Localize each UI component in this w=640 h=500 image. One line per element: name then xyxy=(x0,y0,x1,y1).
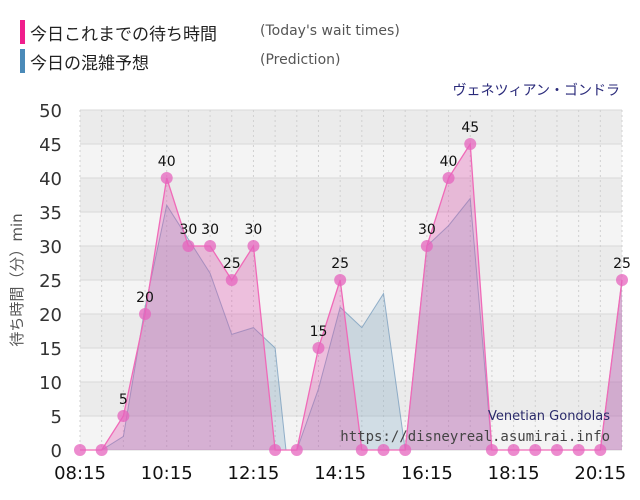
y-tick-label: 10 xyxy=(39,373,62,394)
data-label: 15 xyxy=(310,324,328,340)
chart-bands xyxy=(80,110,622,450)
y-tick-label: 30 xyxy=(39,237,62,258)
x-tick-label: 18:15 xyxy=(488,463,540,484)
band-9 xyxy=(80,110,622,144)
today-point xyxy=(594,444,607,456)
data-label: 30 xyxy=(179,222,197,238)
today-point xyxy=(420,240,433,252)
x-tick-label: 16:15 xyxy=(401,463,453,484)
y-tick-label: 15 xyxy=(39,339,62,360)
today-point xyxy=(247,240,260,252)
y-axis-title: 待ち時間（分）min xyxy=(8,213,26,346)
data-label: 25 xyxy=(613,256,631,272)
band-1 xyxy=(80,382,622,416)
today-point xyxy=(334,274,347,286)
watermark-name: Venetian Gondolas xyxy=(488,409,610,424)
band-0 xyxy=(80,416,622,450)
legend-prediction: 今日の混雑予想 (Prediction) xyxy=(20,49,340,74)
today-point xyxy=(572,444,585,456)
today-point xyxy=(182,240,195,252)
data-label: 20 xyxy=(136,290,154,306)
band-4 xyxy=(80,280,622,314)
today-point xyxy=(377,444,390,456)
today-point xyxy=(616,274,628,286)
legend-today-sub: (Today's wait times) xyxy=(260,23,400,39)
data-label: 5 xyxy=(119,392,128,408)
chart-grid xyxy=(79,109,623,451)
x-tick-label: 12:15 xyxy=(228,463,280,484)
band-6 xyxy=(80,212,622,246)
today-point xyxy=(290,444,303,456)
y-tick-label: 5 xyxy=(51,407,62,428)
today-point xyxy=(485,444,498,456)
data-label: 30 xyxy=(201,222,219,238)
today-point xyxy=(95,444,108,456)
x-tick-label: 08:15 xyxy=(54,463,106,484)
today-point xyxy=(160,172,173,184)
data-label: 45 xyxy=(461,120,479,136)
legend-prediction-swatch xyxy=(20,49,25,73)
today-point xyxy=(225,274,238,286)
legend-prediction-label: 今日の混雑予想 xyxy=(30,53,149,74)
today-points xyxy=(74,138,628,456)
today-point xyxy=(269,444,282,456)
data-label: 25 xyxy=(223,256,241,272)
y-tick-label: 0 xyxy=(51,441,62,462)
today-point xyxy=(550,444,563,456)
band-7 xyxy=(80,178,622,212)
today-point xyxy=(464,138,477,150)
legend-today: 今日これまでの待ち時間 (Today's wait times) xyxy=(20,20,400,45)
y-tick-label: 35 xyxy=(39,203,62,224)
y-tick-label: 40 xyxy=(39,169,62,190)
today-point xyxy=(204,240,217,252)
legend-today-label: 今日これまでの待ち時間 xyxy=(30,24,217,45)
y-tick-label: 45 xyxy=(39,135,62,156)
band-5 xyxy=(80,246,622,280)
legend-prediction-sub: (Prediction) xyxy=(260,52,341,68)
data-label: 30 xyxy=(245,222,263,238)
today-point xyxy=(74,444,86,456)
today-point xyxy=(399,444,412,456)
data-label: 25 xyxy=(331,256,349,272)
band-8 xyxy=(80,144,622,178)
watermark-url: https://disneyreal.asumirai.info xyxy=(340,429,610,445)
x-tick-label: 20:15 xyxy=(574,463,626,484)
data-label: 40 xyxy=(440,154,458,170)
band-3 xyxy=(80,314,622,348)
y-tick-label: 20 xyxy=(39,305,62,326)
today-point xyxy=(117,410,130,422)
x-tick-label: 10:15 xyxy=(141,463,193,484)
today-point xyxy=(507,444,520,456)
legend-today-swatch xyxy=(20,20,25,44)
data-label: 30 xyxy=(418,222,436,238)
today-point xyxy=(355,444,368,456)
x-tick-label: 14:15 xyxy=(314,463,366,484)
data-label: 40 xyxy=(158,154,176,170)
y-tick-label: 50 xyxy=(39,101,62,122)
today-point xyxy=(312,342,325,354)
y-tick-label: 25 xyxy=(39,271,62,292)
today-point xyxy=(529,444,542,456)
today-point xyxy=(442,172,455,184)
attraction-name: ヴェネツィアン・ゴンドラ xyxy=(452,83,620,99)
today-point xyxy=(139,308,152,320)
chart-axes: 0 5 10 15 20 25 30 35 40 45 50 08:15 10:15 12:15 14:15… xyxy=(8,101,626,484)
